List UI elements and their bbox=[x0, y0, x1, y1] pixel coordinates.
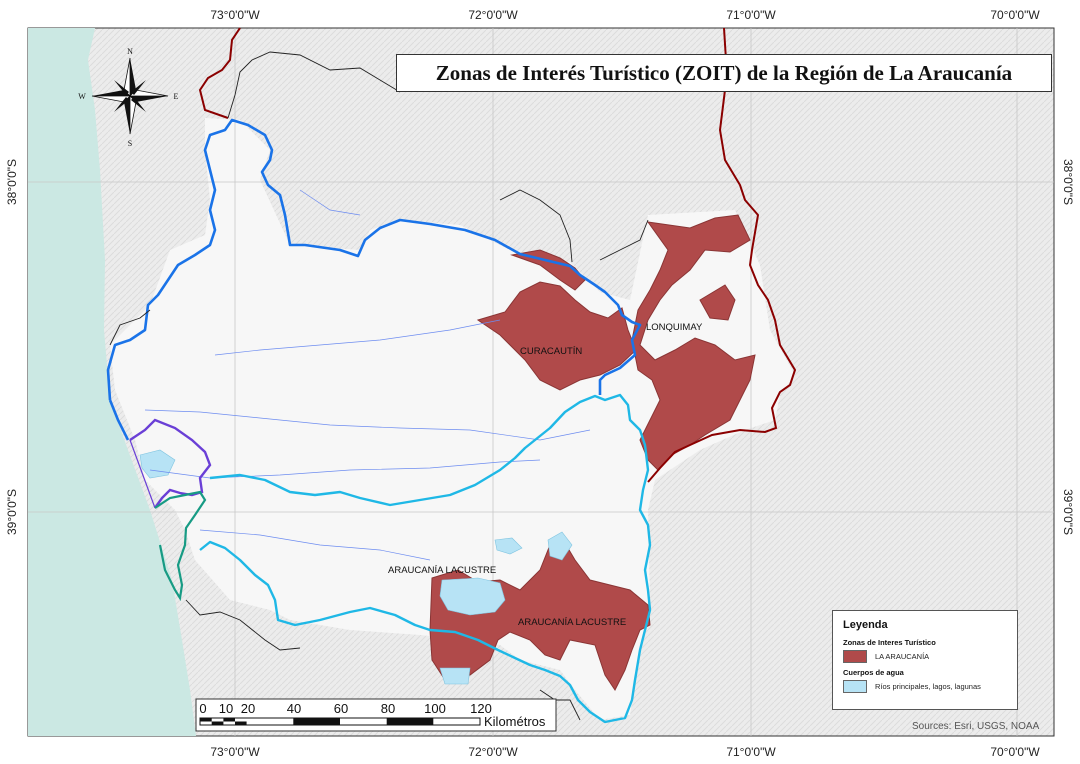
scale-tick-120: 120 bbox=[470, 701, 492, 716]
scale-tick-0: 0 bbox=[199, 701, 206, 716]
coord-top-71w: 71°0'0"W bbox=[726, 8, 776, 22]
lake-villarrica bbox=[439, 577, 506, 616]
compass-rose-icon: N S E W bbox=[78, 47, 178, 148]
scale-bar: 0 10 20 40 60 80 100 120 Kilométros bbox=[195, 698, 557, 732]
compass-w: W bbox=[78, 92, 86, 101]
zoit-curacautin[interactable] bbox=[476, 281, 637, 391]
water-layer bbox=[139, 449, 573, 685]
scale-tick-20: 20 bbox=[241, 701, 255, 716]
coord-top-70w: 70°0'0"W bbox=[990, 8, 1040, 22]
scale-tick-10: 10 bbox=[219, 701, 233, 716]
coord-right-39s: 39°0'0"S bbox=[1061, 489, 1075, 535]
zoit-layer bbox=[429, 214, 756, 691]
region-area bbox=[110, 118, 795, 720]
border-north-segment bbox=[198, 27, 241, 119]
compass-n: N bbox=[127, 47, 133, 56]
zoit-swatch-icon bbox=[843, 650, 867, 663]
zoit-lonquimay-arm[interactable] bbox=[699, 284, 736, 321]
water-swatch-icon bbox=[843, 680, 867, 693]
legend: Leyenda Zonas de Interes Turístico LA AR… bbox=[832, 610, 1018, 710]
legend-water-label: Ríos principales, lagos, lagunas bbox=[875, 682, 981, 691]
legend-zoit-label: LA ARAUCANÍA bbox=[875, 652, 930, 661]
legend-group-water: Cuerpos de agua bbox=[843, 668, 904, 677]
coord-left-39s: 39°0'0"S bbox=[5, 489, 19, 535]
coord-top-73w: 73°0'0"W bbox=[210, 8, 260, 22]
scale-tick-60: 60 bbox=[334, 701, 348, 716]
label-lonquimay: LONQUIMAY bbox=[646, 322, 703, 333]
zoit-lacustre[interactable] bbox=[429, 537, 651, 691]
border-international bbox=[647, 27, 797, 483]
legend-item-zoit: LA ARAUCANÍA bbox=[843, 650, 1007, 663]
boundary-purple bbox=[129, 418, 212, 509]
boundary-purple-coast bbox=[129, 439, 156, 509]
scale-tick-80: 80 bbox=[381, 701, 395, 716]
coord-bottom-72w: 72°0'0"W bbox=[468, 745, 518, 759]
legend-item-water: Ríos principales, lagos, lagunas bbox=[843, 680, 1007, 693]
river-network bbox=[144, 189, 591, 561]
coord-bottom-73w: 73°0'0"W bbox=[210, 745, 260, 759]
boundary-cautin bbox=[199, 393, 652, 724]
commune-boundaries bbox=[109, 51, 649, 721]
label-lacustre-2: ARAUCANÍA LACUSTRE bbox=[518, 617, 626, 628]
lake-budi bbox=[139, 449, 176, 479]
zoit-lonquimay[interactable] bbox=[631, 214, 756, 471]
sources-credit: Sources: Esri, USGS, NOAA bbox=[912, 721, 1040, 732]
lake-calafquen bbox=[439, 667, 471, 685]
label-lacustre-1: ARAUCANÍA LACUSTRE bbox=[388, 565, 496, 576]
coord-top-72w: 72°0'0"W bbox=[468, 8, 518, 22]
compass-s: S bbox=[128, 139, 132, 148]
boundary-malleco bbox=[106, 118, 642, 401]
lake-caburgua bbox=[494, 537, 523, 555]
coord-bottom-70w: 70°0'0"W bbox=[990, 745, 1040, 759]
zone-labels: CURACAUTÍN LONQUIMAY ARAUCANÍA LACUSTRE … bbox=[388, 322, 703, 628]
coord-bottom-71w: 71°0'0"W bbox=[726, 745, 776, 759]
boundary-teal bbox=[154, 490, 207, 602]
coord-right-38s: 38°0'0"S bbox=[1061, 159, 1075, 205]
lake-colico bbox=[547, 531, 573, 561]
ocean bbox=[28, 28, 196, 736]
scale-tick-100: 100 bbox=[424, 701, 446, 716]
coord-labels: 73°0'0"W 72°0'0"W 71°0'0"W 70°0'0"W 73°0… bbox=[5, 8, 1075, 759]
scale-tick-40: 40 bbox=[287, 701, 301, 716]
zoit-curacautin-arm[interactable] bbox=[510, 249, 586, 291]
boundary-malleco-coast bbox=[108, 399, 130, 441]
map-title-box: Zonas de Interés Turístico (ZOIT) de la … bbox=[396, 54, 1052, 92]
compass-e: E bbox=[174, 92, 179, 101]
map-title: Zonas de Interés Turístico (ZOIT) de la … bbox=[435, 60, 1013, 85]
legend-title: Leyenda bbox=[843, 619, 888, 631]
label-curacautin: CURACAUTÍN bbox=[520, 346, 582, 357]
coord-left-38s: 38°0'0"S bbox=[5, 159, 19, 205]
scale-unit: Kilométros bbox=[484, 714, 546, 729]
legend-group-zoit: Zonas de Interes Turístico bbox=[843, 638, 936, 647]
